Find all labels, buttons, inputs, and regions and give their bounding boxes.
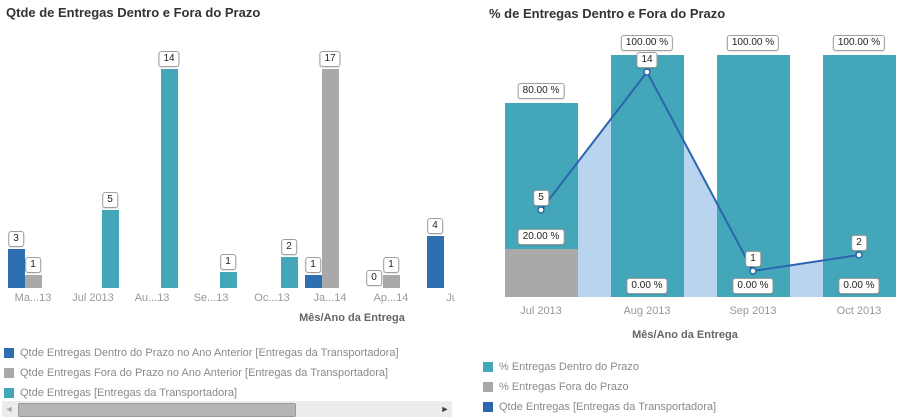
legend-item: Qtde Entregas Dentro do Prazo no Ano Ant…: [4, 343, 399, 363]
qty-chart-legend: Qtde Entregas Dentro do Prazo no Ano Ant…: [4, 343, 399, 403]
line-value-label: 2: [851, 235, 867, 251]
x-tick: Au...13: [134, 292, 170, 304]
bar[interactable]: [383, 275, 400, 288]
bar[interactable]: [322, 69, 339, 288]
x-tick: Aug 2013: [623, 305, 671, 317]
pct-x-axis-title: Mês/Ano da Entrega: [632, 329, 738, 341]
value-label: 17: [319, 51, 341, 67]
scroll-right-arrow-icon[interactable]: ►: [440, 404, 450, 414]
legend-item: Qtde Entregas [Entregas da Transportador…: [483, 397, 716, 417]
legend-item: % Entregas Fora do Prazo: [483, 377, 716, 397]
x-tick: Ja...14: [313, 292, 347, 304]
line-value-label: 14: [636, 52, 658, 68]
pct-dentro-label: 100.00 %: [726, 35, 780, 51]
legend-item-label: Qtde Entregas Dentro do Prazo no Ano Ant…: [20, 347, 399, 359]
scrollbar-thumb[interactable]: [18, 403, 296, 417]
line-value-label: 5: [533, 190, 549, 206]
bar[interactable]: [281, 257, 298, 288]
value-label: 1: [305, 257, 321, 273]
bar-dentro[interactable]: [504, 103, 578, 249]
legend-item-label: Qtde Entregas [Entregas da Transportador…: [499, 401, 717, 413]
bar[interactable]: [427, 236, 444, 288]
bar[interactable]: [102, 210, 119, 288]
qty-chart-plot: Ma...13 Jul 2013 Au...13 Se...13 Oc...13 Ja..…: [8, 51, 455, 304]
x-tick: Sep 2013: [729, 305, 777, 317]
pct-chart-panel: % de Entregas Dentro e Fora do Prazo 80.…: [455, 0, 910, 420]
value-label: 3: [8, 231, 24, 247]
pct-dentro-label: 100.00 %: [832, 35, 886, 51]
x-tick: Se...13: [193, 292, 229, 304]
pct-fora-label: 20.00 %: [517, 229, 565, 245]
qty-x-axis-title: Mês/Ano da Entrega: [299, 312, 405, 324]
scroll-left-arrow-icon[interactable]: ◄: [4, 404, 14, 414]
qty-chart-panel: Qtde de Entregas Dentro e Fora do Prazo …: [2, 5, 455, 417]
pct-dentro-label: 80.00 %: [517, 83, 565, 99]
bar-fora[interactable]: [504, 249, 578, 297]
legend-item-label: Qtde Entregas [Entregas da Transportador…: [20, 387, 238, 399]
pct-chart-legend: % Entregas Dentro do Prazo % Entregas For…: [483, 357, 716, 417]
value-label: 2: [281, 239, 297, 255]
x-tick: Oct 2013: [836, 305, 882, 317]
bar[interactable]: [161, 69, 178, 288]
legend-item: Qtde Entregas Fora do Prazo no Ano Anter…: [4, 363, 399, 383]
legend-item-label: % Entregas Fora do Prazo: [499, 381, 629, 393]
pct-fora-label: 0.00 %: [626, 278, 668, 294]
value-label: 1: [220, 254, 236, 270]
value-label: 4: [427, 218, 443, 234]
line-value-label: 1: [745, 251, 761, 267]
value-label: 5: [102, 192, 118, 208]
x-tick: Jul 2013: [72, 292, 114, 304]
value-label: 14: [158, 51, 180, 67]
legend-swatch-icon: [4, 368, 14, 378]
bar[interactable]: [305, 275, 322, 288]
pct-fora-label: 0.00 %: [838, 278, 880, 294]
legend-swatch-icon: [4, 388, 14, 398]
x-tick: Jul 2013: [520, 305, 562, 317]
x-tick: Oc...13: [254, 292, 290, 304]
value-label: 1: [25, 257, 41, 273]
legend-item: Qtde Entregas [Entregas da Transportador…: [4, 383, 399, 403]
legend-swatch-icon: [483, 382, 493, 392]
bar-dentro[interactable]: [822, 55, 896, 297]
x-tick: Ju: [446, 292, 455, 304]
bar[interactable]: [220, 272, 237, 288]
pct-chart-title: % de Entregas Dentro e Fora do Prazo: [489, 6, 726, 21]
bar-dentro[interactable]: [610, 55, 684, 297]
horizontal-scrollbar[interactable]: ◄ ►: [2, 401, 452, 417]
bar[interactable]: [25, 275, 42, 288]
legend-swatch-icon: [4, 348, 14, 358]
pct-dentro-label: 100.00 %: [620, 35, 674, 51]
legend-swatch-icon: [483, 362, 493, 372]
pct-fora-label: 0.00 %: [732, 278, 774, 294]
legend-item-label: Qtde Entregas Fora do Prazo no Ano Anter…: [20, 367, 389, 379]
qty-chart-title: Qtde de Entregas Dentro e Fora do Prazo: [6, 5, 261, 20]
x-tick: Ma...13: [14, 292, 52, 304]
legend-item: % Entregas Dentro do Prazo: [483, 357, 716, 377]
value-label: 1: [383, 257, 399, 273]
bar[interactable]: [8, 249, 25, 288]
x-tick: Ap...14: [373, 292, 409, 304]
legend-item-label: % Entregas Dentro do Prazo: [499, 361, 640, 373]
legend-swatch-icon: [483, 402, 493, 412]
value-label: 0: [366, 270, 382, 286]
